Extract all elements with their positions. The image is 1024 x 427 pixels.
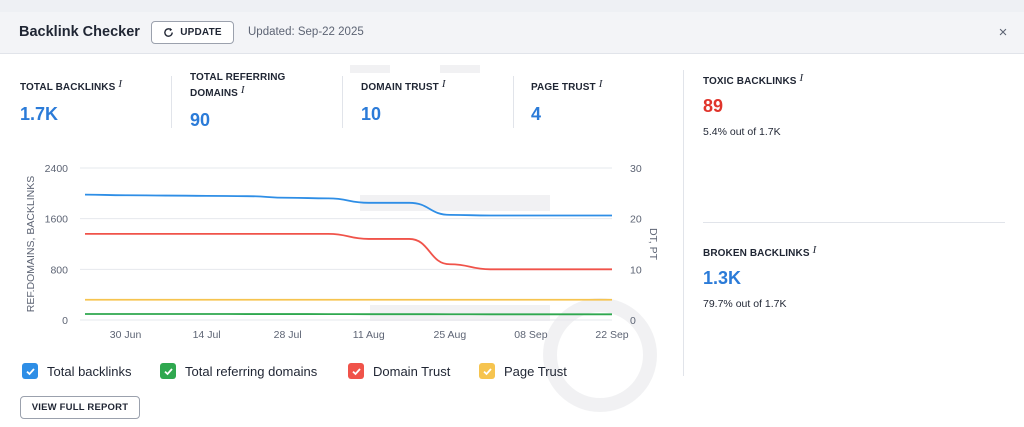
- y-tick-label-right: 30: [630, 163, 642, 175]
- referring-domains-label-line1: TOTAL REFERRING: [190, 72, 286, 83]
- side-separator: [703, 222, 1005, 223]
- checkbox-checked-icon[interactable]: [22, 363, 38, 379]
- y-axis-title-left: REF.DOMAINS, BACKLINKS: [25, 176, 37, 313]
- x-tick-label: 22 Sep: [595, 329, 628, 341]
- broken-backlinks-sub: 79.7% out of 1.7K: [703, 298, 787, 310]
- legend-total-referring-domains[interactable]: Total referring domains: [160, 363, 317, 379]
- legend-label: Total backlinks: [47, 363, 132, 379]
- panel-title: Backlink Checker: [19, 24, 140, 40]
- x-tick-label: 14 Jul: [193, 329, 221, 341]
- referring-domains-label: TOTAL REFERRING DOMAINS i: [190, 72, 285, 100]
- series-line-total-backlinks: [84, 193, 612, 217]
- toxic-backlinks-label-text: TOXIC BACKLINKS: [703, 76, 797, 87]
- info-icon[interactable]: i: [799, 72, 804, 84]
- y-tick-label-left: 0: [62, 315, 68, 327]
- info-icon[interactable]: i: [598, 78, 603, 90]
- total-backlinks-label-text: TOTAL BACKLINKS: [20, 82, 116, 93]
- top-strip: [0, 0, 1024, 12]
- updated-date: Updated: Sep-22 2025: [248, 26, 364, 38]
- divider: [171, 76, 172, 128]
- toxic-backlinks-sub: 5.4% out of 1.7K: [703, 126, 781, 138]
- update-label: UPDATE: [180, 27, 222, 38]
- y-tick-label-left: 2400: [45, 163, 69, 175]
- broken-backlinks-label: BROKEN BACKLINKS i: [703, 244, 816, 260]
- referring-domains-value: 90: [190, 110, 211, 130]
- page-trust-label-text: PAGE TRUST: [531, 82, 596, 93]
- toxic-backlinks-label: TOXIC BACKLINKS i: [703, 72, 803, 88]
- total-backlinks-label: TOTAL BACKLINKS i: [20, 78, 122, 94]
- broken-backlinks-label-text: BROKEN BACKLINKS: [703, 248, 810, 259]
- checkbox-checked-icon[interactable]: [160, 363, 176, 379]
- y-tick-label-right: 0: [630, 315, 636, 327]
- info-icon[interactable]: i: [812, 244, 817, 256]
- toxic-backlinks-value: 89: [703, 96, 724, 116]
- series-line-domain-trust: [85, 232, 612, 271]
- legend-label: Page Trust: [504, 363, 567, 379]
- x-tick-label: 11 Aug: [353, 329, 385, 341]
- view-full-report-button[interactable]: VIEW FULL REPORT: [20, 396, 140, 419]
- domain-trust-label-text: DOMAIN TRUST: [361, 82, 439, 93]
- legend-total-backlinks[interactable]: Total backlinks: [22, 363, 132, 379]
- y-axis-title-right: DT, PT: [647, 228, 659, 261]
- domain-trust-value: 10: [361, 104, 382, 124]
- x-tick-label: 25 Aug: [433, 329, 466, 341]
- legend-domain-trust[interactable]: Domain Trust: [348, 363, 450, 379]
- info-icon[interactable]: i: [240, 84, 245, 96]
- x-tick-label: 08 Sep: [514, 329, 547, 341]
- page-trust-value: 4: [531, 104, 542, 124]
- referring-domains-label-line2: DOMAINS: [190, 88, 238, 99]
- update-button[interactable]: UPDATE: [151, 21, 234, 44]
- side-divider: [683, 70, 684, 376]
- refresh-icon: [164, 27, 174, 37]
- y-tick-label-left: 800: [50, 264, 68, 276]
- legend-page-trust[interactable]: Page Trust: [479, 363, 567, 379]
- domain-trust-label: DOMAIN TRUST i: [361, 78, 446, 94]
- x-tick-label: 30 Jun: [110, 329, 142, 341]
- y-tick-label-right: 10: [630, 264, 642, 276]
- broken-backlinks-value: 1.3K: [703, 268, 742, 288]
- backlinks-line-chart: 2400 1600 800 0 30 20 10 0 REF.DOMAINS, BACKLINK…: [25, 163, 659, 341]
- legend-label: Total referring domains: [185, 363, 318, 379]
- x-tick-label: 28 Jul: [274, 329, 302, 341]
- y-tick-label-left: 1600: [45, 214, 69, 226]
- panel-header: Backlink Checker UPDATE Updated: Sep-22 …: [0, 12, 1024, 54]
- y-tick-label-right: 20: [630, 214, 642, 226]
- page-trust-label: PAGE TRUST i: [531, 78, 602, 94]
- info-icon[interactable]: i: [441, 78, 446, 90]
- divider: [342, 76, 343, 128]
- divider: [513, 76, 514, 128]
- legend-label: Domain Trust: [373, 363, 451, 379]
- close-icon[interactable]: ×: [998, 23, 1008, 41]
- checkbox-checked-icon[interactable]: [348, 363, 364, 379]
- checkbox-checked-icon[interactable]: [479, 363, 495, 379]
- total-backlinks-value: 1.7K: [20, 104, 59, 124]
- info-icon[interactable]: i: [118, 78, 123, 90]
